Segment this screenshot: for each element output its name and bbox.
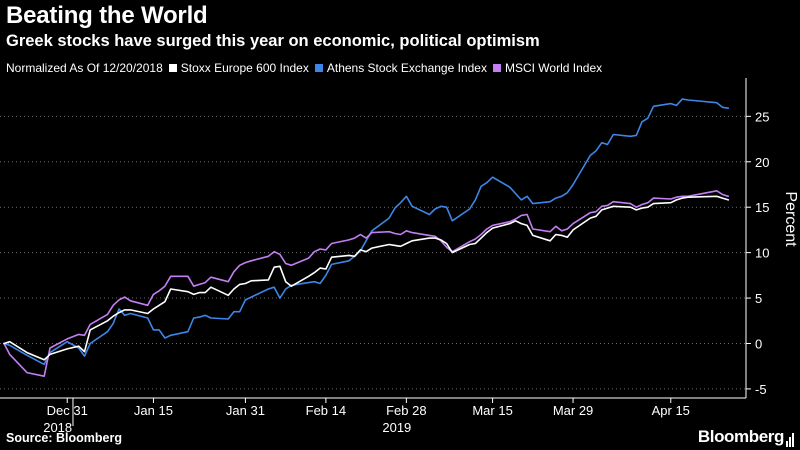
x-tick-label: Dec 31 (47, 403, 88, 418)
brand-logo: Bloomberg (698, 427, 794, 447)
y-tick-label: 15 (755, 200, 769, 215)
axes: -5 0 5 10 15 20 25 Dec 31 2018 Jan 15 Jan 31 Feb 14… (0, 78, 769, 435)
legend-label-athens: Athens Stock Exchange Index (326, 61, 487, 75)
x-tick-label: Jan 31 (226, 403, 265, 418)
series-line-stoxx-europe-600-index (3, 195, 730, 361)
x-tick-label: Apr 15 (652, 403, 690, 418)
x-year-label: 2019 (382, 420, 411, 435)
y-tick-label: 5 (755, 291, 762, 306)
y-tick-label: 0 (755, 336, 762, 351)
legend: Normalized As Of 12/20/2018 Stoxx Europe… (6, 61, 608, 75)
y-tick-label: 20 (755, 155, 769, 170)
y-tick-label: -5 (755, 382, 767, 397)
legend-label-msci: MSCI World Index (504, 61, 603, 75)
source-note: Source: Bloomberg (6, 431, 122, 445)
bar-chart-icon (786, 433, 794, 447)
chart-title: Beating the World (6, 2, 208, 29)
x-tick-label: Mar 15 (472, 403, 512, 418)
series-lines (3, 98, 730, 377)
series-line-msci-world-index (3, 190, 730, 377)
legend-note: Normalized As Of 12/20/2018 (6, 61, 163, 75)
x-tick-label: Jan 15 (134, 403, 173, 418)
legend-item-msci: MSCI World Index (492, 61, 603, 75)
x-tick-label: Mar 29 (553, 403, 593, 418)
x-tick-label: Feb 14 (306, 403, 346, 418)
gridlines (0, 115, 746, 390)
legend-swatch-msci (492, 64, 501, 72)
legend-swatch-athens (314, 64, 323, 72)
series-line-athens-stock-exchange-index (3, 98, 730, 366)
legend-item-stoxx: Stoxx Europe 600 Index (168, 61, 309, 75)
x-year-label: 2018 (43, 420, 72, 435)
legend-label-stoxx: Stoxx Europe 600 Index (180, 61, 309, 75)
legend-item-athens: Athens Stock Exchange Index (314, 61, 487, 75)
brand-name: Bloomberg (697, 427, 785, 446)
y-tick-label: 10 (755, 246, 769, 261)
y-axis-label: Percent (782, 191, 799, 247)
legend-swatch-stoxx (168, 64, 177, 72)
chart-subtitle: Greek stocks have surged this year on ec… (6, 32, 540, 50)
x-tick-label: Feb 28 (386, 403, 426, 418)
y-tick-label: 25 (755, 109, 769, 124)
